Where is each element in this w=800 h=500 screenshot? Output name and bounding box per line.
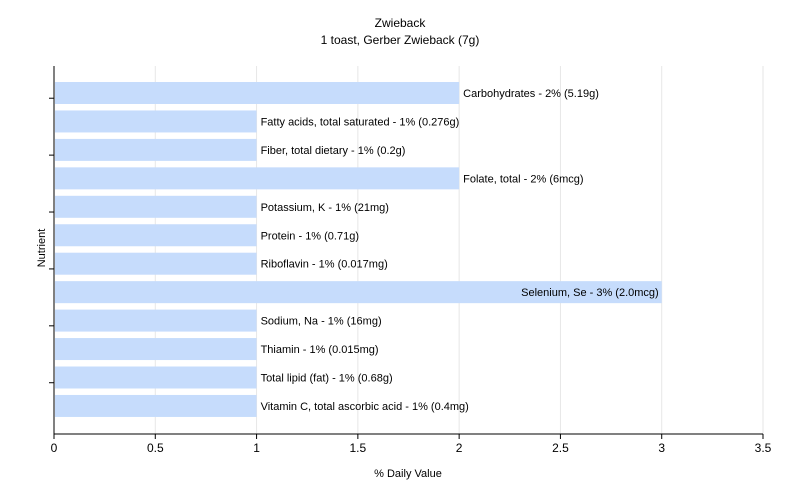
bar [55,110,257,133]
chart-title: Zwieback [375,16,427,30]
bar-label: Riboflavin - 1% (0.017mg) [261,259,388,271]
bar [55,195,257,218]
y-axis-label: Nutrient [36,229,48,268]
x-tick-label: 0 [51,441,58,455]
x-tick-label: 2 [456,441,463,455]
bar [55,309,257,332]
bar-label: Fiber, total dietary - 1% (0.2g) [261,145,406,157]
chart-subtitle: 1 toast, Gerber Zwieback (7g) [321,33,480,47]
bar [55,138,257,161]
x-tick-label: 2.5 [552,441,569,455]
bar-label: Thiamin - 1% (0.015mg) [261,344,379,356]
axes [53,66,763,435]
x-tick-label: 1 [253,441,260,455]
bar [55,224,257,247]
bar [55,167,460,190]
bar-label: Carbohydrates - 2% (5.19g) [463,88,599,100]
bar [55,394,257,417]
bar [55,252,257,275]
bar [55,281,662,304]
bar-label: Total lipid (fat) - 1% (0.68g) [261,373,393,385]
x-tick-label: 0.5 [147,441,164,455]
bar-label: Fatty acids, total saturated - 1% (0.276… [261,116,460,128]
bar-label: Selenium, Se - 3% (2.0mcg) [521,287,659,299]
bar [55,338,257,361]
bar-label: Vitamin C, total ascorbic acid - 1% (0.4… [261,401,469,413]
x-tick-label: 3 [658,441,665,455]
grid-lines [154,66,764,434]
bar-label: Sodium, Na - 1% (16mg) [261,316,382,328]
bar-label: Folate, total - 2% (6mcg) [463,173,583,185]
x-ticks: 0 0.5 1 1.5 2 2.5 3 3.5 [49,97,772,455]
bar-labels: Carbohydrates - 2% (5.19g) Fatty acids, t… [261,88,659,413]
bar [55,82,460,104]
x-tick-label: 3.5 [755,441,772,455]
bar [55,366,257,389]
bar-label: Protein - 1% (0.71g) [261,230,359,242]
bar-label: Potassium, K - 1% (21mg) [261,202,389,214]
bars [55,82,662,417]
x-axis-label: % Daily Value [374,468,442,480]
x-tick-label: 1.5 [350,441,367,455]
